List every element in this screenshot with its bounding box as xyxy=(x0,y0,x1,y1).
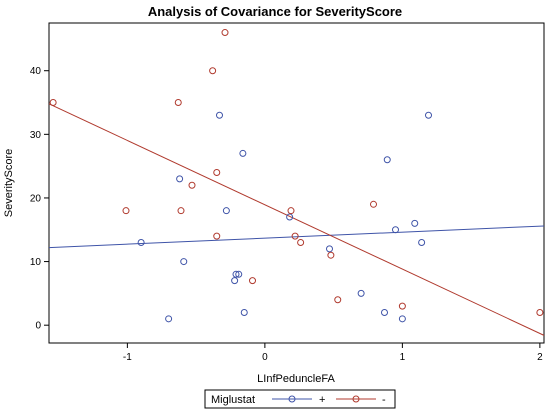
data-point-minus xyxy=(297,238,305,246)
data-point-minus xyxy=(213,232,221,240)
y-tick-label: 30 xyxy=(30,130,42,141)
data-point-plus xyxy=(239,149,247,157)
data-point-plus xyxy=(232,270,240,278)
data-point-minus xyxy=(249,277,256,285)
data-point-plus xyxy=(398,315,406,323)
chart-title: Analysis of Covariance for SeverityScore xyxy=(148,4,402,19)
data-points xyxy=(49,29,544,323)
data-point-plus xyxy=(222,207,230,215)
data-point-plus xyxy=(357,289,365,297)
fit-line-minus xyxy=(48,103,545,336)
legend-title: Miglustat xyxy=(211,394,255,406)
data-point-minus xyxy=(213,169,221,177)
data-point-plus xyxy=(240,308,248,316)
data-point-plus xyxy=(165,315,173,323)
data-point-plus xyxy=(216,111,223,119)
x-axis-label: LInfPeduncleFA xyxy=(257,373,335,385)
legend-marker-minus xyxy=(352,395,360,403)
fit-lines xyxy=(48,103,545,336)
data-point-minus xyxy=(188,181,196,189)
plot-area-frame xyxy=(48,22,545,344)
data-point-plus xyxy=(383,156,391,164)
data-point-minus xyxy=(291,232,299,240)
x-tick-label: -1 xyxy=(123,352,132,363)
data-point-minus xyxy=(398,302,406,310)
y-tick-label: 0 xyxy=(35,321,41,332)
x-tick-label: 0 xyxy=(262,352,268,363)
data-point-minus xyxy=(49,99,57,107)
x-tick-label: 2 xyxy=(537,352,543,363)
data-point-plus xyxy=(137,238,145,246)
y-axis: 0 10 20 30 40 xyxy=(30,66,49,332)
data-point-plus xyxy=(425,111,432,119)
fit-line-plus xyxy=(48,225,545,249)
y-tick-label: 40 xyxy=(30,66,42,77)
data-point-plus xyxy=(418,238,426,246)
data-point-plus xyxy=(381,308,388,316)
data-point-minus xyxy=(536,308,544,316)
data-point-plus xyxy=(176,175,184,183)
legend-entry-plus: + xyxy=(319,394,325,406)
data-point-minus xyxy=(174,99,182,107)
data-point-plus xyxy=(286,213,294,221)
y-tick-label: 10 xyxy=(30,257,42,268)
data-point-plus xyxy=(180,258,188,266)
data-point-plus xyxy=(235,270,243,278)
data-point-minus xyxy=(177,207,185,215)
data-point-plus xyxy=(392,226,399,234)
data-point-plus xyxy=(411,219,419,227)
legend: Miglustat + - xyxy=(204,389,396,409)
data-point-plus xyxy=(326,245,333,253)
data-point-minus xyxy=(370,200,377,208)
data-point-plus xyxy=(231,277,239,285)
y-tick-label: 20 xyxy=(30,193,42,204)
x-axis: -1 0 1 2 xyxy=(123,343,543,363)
data-point-minus xyxy=(122,207,130,215)
data-point-minus xyxy=(221,29,229,37)
data-point-minus xyxy=(209,67,217,75)
y-axis-label: SeverityScore xyxy=(3,149,15,217)
data-point-minus xyxy=(334,296,342,304)
legend-marker-plus xyxy=(288,395,296,403)
x-tick-label: 1 xyxy=(400,352,406,363)
data-point-minus xyxy=(287,207,295,215)
legend-entry-minus: - xyxy=(382,394,386,406)
data-point-minus xyxy=(327,251,335,259)
